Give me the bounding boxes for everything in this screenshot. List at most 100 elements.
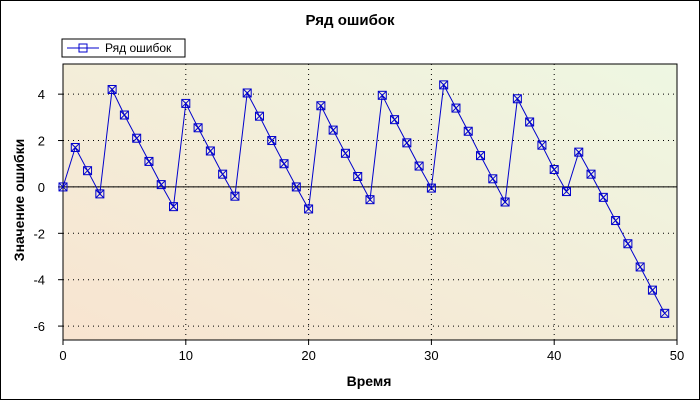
- data-point-cross: [525, 117, 534, 127]
- data-point-cross: [500, 197, 510, 207]
- data-point-box: [205, 146, 215, 156]
- data-point-cross: [562, 187, 571, 196]
- data-point: [525, 117, 535, 127]
- data-point-cross: [70, 143, 80, 152]
- data-point-cross: [648, 285, 657, 295]
- data-point-cross: [427, 183, 436, 193]
- data-point: [598, 192, 608, 202]
- data-point: [635, 262, 645, 272]
- data-point-box: [70, 142, 80, 152]
- data-point-cross: [623, 239, 633, 249]
- data-point: [549, 165, 559, 175]
- data-point-box: [377, 90, 387, 100]
- data-point-cross: [598, 193, 608, 202]
- y-tick-label: -2: [33, 226, 45, 241]
- chart-title: Ряд ошибок: [305, 12, 395, 29]
- data-point-cross: [414, 161, 424, 171]
- data-point-box: [365, 195, 375, 205]
- x-tick-label: 50: [670, 348, 684, 363]
- data-point: [353, 171, 363, 181]
- series-layer: [58, 80, 670, 318]
- data-point-box: [279, 159, 289, 169]
- data-point-box: [439, 80, 449, 90]
- data-point: [426, 183, 436, 193]
- data-point-box: [328, 125, 338, 135]
- data-point: [169, 202, 179, 212]
- data-point: [647, 285, 657, 295]
- data-point-box: [500, 197, 510, 207]
- data-point-box: [660, 308, 670, 318]
- data-point: [107, 85, 117, 95]
- data-point: [242, 88, 252, 98]
- data-point-cross: [463, 126, 473, 136]
- grid-lines: [63, 64, 677, 340]
- x-tick-label: 30: [424, 348, 438, 363]
- x-axis-label: Время: [347, 373, 392, 389]
- data-point-box: [353, 171, 363, 181]
- data-point-box: [58, 182, 68, 192]
- data-point-cross: [476, 151, 485, 160]
- data-point-cross: [586, 169, 596, 179]
- data-point-box: [390, 115, 400, 125]
- data-point: [623, 239, 633, 249]
- data-point: [291, 182, 301, 192]
- data-point-cross: [549, 165, 559, 174]
- data-point-box: [611, 216, 621, 226]
- data-point-cross: [181, 99, 191, 108]
- x-tick-label: 40: [547, 348, 561, 363]
- legend-box: [61, 38, 186, 58]
- data-point-cross: [193, 123, 203, 133]
- data-point: [340, 148, 350, 158]
- data-point: [500, 197, 510, 207]
- data-point: [439, 80, 449, 90]
- data-point: [119, 110, 129, 120]
- x-tick-label: 20: [301, 348, 315, 363]
- data-point-cross: [390, 115, 399, 125]
- data-point-cross: [304, 204, 313, 214]
- data-point-box: [218, 169, 228, 179]
- data-point-cross: [255, 111, 264, 121]
- data-point-cross: [107, 85, 117, 94]
- data-point: [365, 195, 375, 205]
- data-point: [512, 94, 522, 104]
- data-point: [193, 123, 203, 133]
- y-tick-label: -4: [33, 273, 45, 288]
- data-point: [660, 308, 670, 318]
- data-point: [451, 103, 461, 113]
- y-tick-label: 0: [38, 180, 45, 195]
- data-point: [304, 204, 314, 214]
- data-point-box: [586, 169, 596, 179]
- data-point-box: [169, 202, 179, 212]
- data-point-box: [291, 182, 301, 192]
- data-point-cross: [156, 180, 166, 189]
- axes: 0 10 20 30 40 50 -6 -4 -2 0 2 4: [33, 87, 684, 363]
- data-point-box: [426, 183, 436, 193]
- data-point-box: [549, 165, 559, 175]
- data-point-cross: [291, 182, 301, 192]
- data-point-box: [304, 204, 314, 214]
- data-point: [463, 126, 473, 136]
- data-point-cross: [365, 195, 375, 205]
- data-point-box: [512, 94, 522, 104]
- data-point: [377, 90, 387, 100]
- data-point-box: [561, 187, 571, 197]
- data-point: [132, 133, 142, 143]
- x-tick-label: 10: [179, 348, 193, 363]
- data-point-cross: [537, 140, 547, 150]
- data-point: [267, 136, 277, 146]
- y-tick-label: 4: [38, 87, 45, 102]
- data-point: [316, 101, 326, 111]
- data-point: [58, 182, 68, 192]
- data-point: [561, 187, 571, 197]
- data-point-box: [267, 136, 277, 146]
- data-point-box: [83, 166, 93, 176]
- data-point: [83, 166, 93, 176]
- data-point-box: [598, 192, 608, 202]
- data-point-box: [647, 285, 657, 295]
- data-point-cross: [316, 101, 326, 111]
- data-point: [218, 169, 228, 179]
- data-point-cross: [439, 80, 449, 90]
- data-point-box: [144, 156, 154, 166]
